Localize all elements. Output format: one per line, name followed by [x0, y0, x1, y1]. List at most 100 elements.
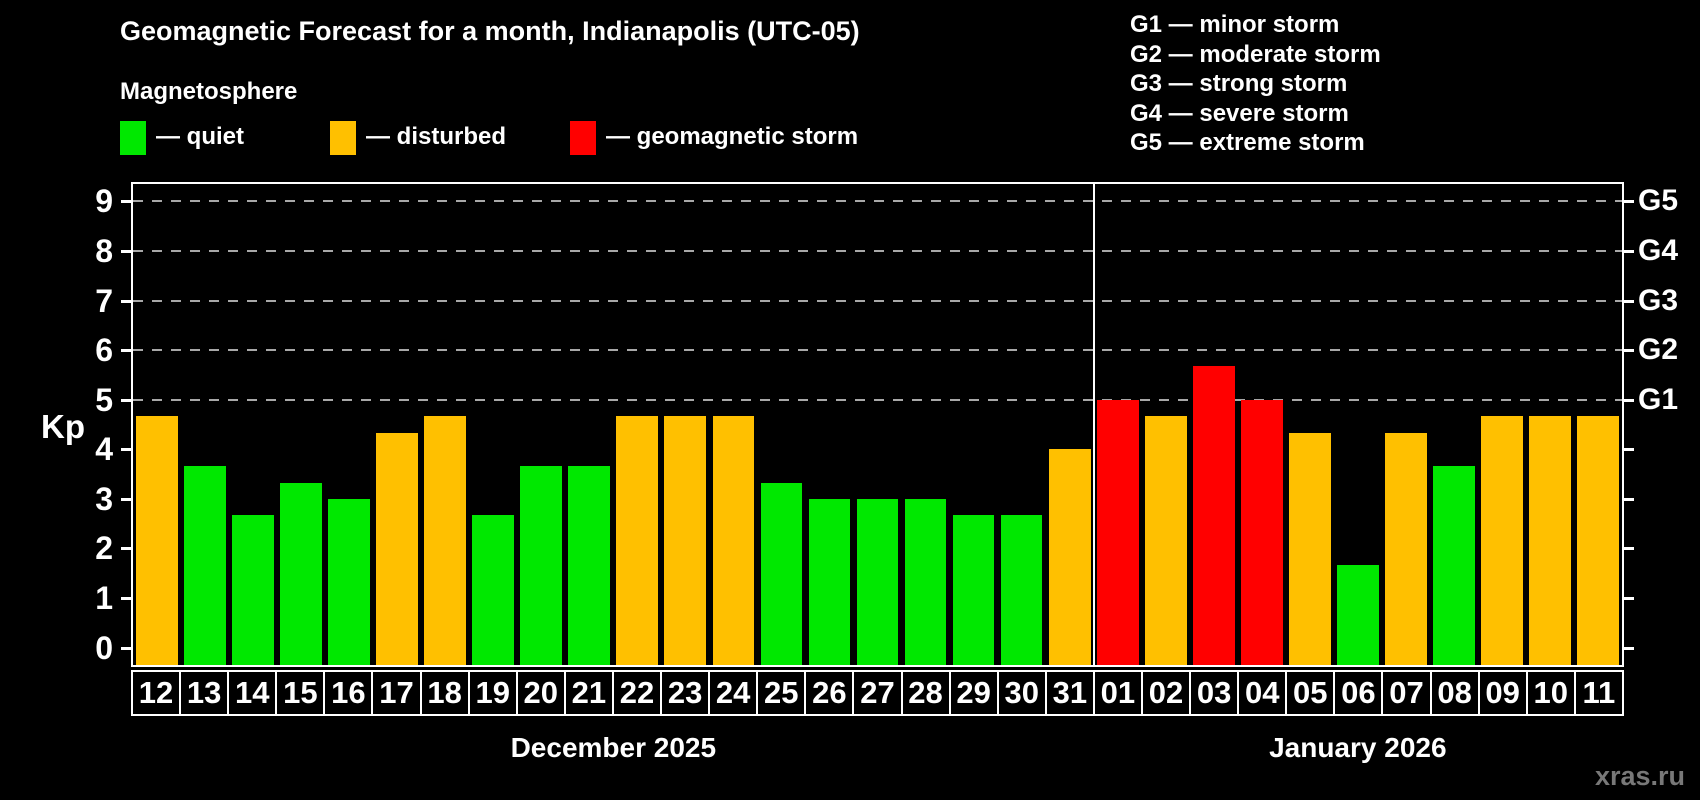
kp-bar-day-17 [376, 432, 419, 665]
left-axis-tick [121, 597, 131, 601]
right-axis-tick [1624, 299, 1634, 303]
right-axis-label-g1: G1 [1638, 382, 1679, 416]
day-label-27: 27 [852, 670, 903, 716]
storm-scale-legend-line: G5 — extreme storm [1130, 129, 1365, 156]
left-axis-tick [121, 497, 131, 501]
gridline-kp-5 [133, 398, 1622, 401]
gridline-kp-9 [133, 200, 1622, 203]
day-label-31: 31 [1044, 670, 1095, 716]
kp-bar-day-31 [1048, 449, 1091, 665]
kp-bar-day-28 [904, 498, 947, 665]
y-axis-tick-label: 4 [95, 431, 113, 468]
left-axis-tick [121, 249, 131, 253]
gridline-kp-7 [133, 299, 1622, 302]
y-axis-tick-label: 7 [95, 282, 113, 319]
kp-bar-day-14 [232, 515, 274, 665]
right-axis-tick [1624, 349, 1634, 353]
day-label-19: 19 [467, 670, 518, 716]
kp-bar-day-16 [328, 498, 371, 665]
kp-bar-day-11 [1577, 416, 1619, 665]
legend-item-label: — disturbed [366, 123, 507, 150]
right-axis-label-g3: G3 [1638, 283, 1679, 317]
day-label-23: 23 [660, 670, 711, 716]
day-label-17: 17 [371, 670, 422, 716]
kp-bar-day-25 [760, 482, 803, 665]
kp-bar-day-05 [1288, 432, 1331, 665]
day-label-05: 05 [1285, 670, 1336, 716]
kp-bar-day-02 [1144, 416, 1187, 665]
day-label-01: 01 [1092, 670, 1143, 716]
kp-bar-day-13 [184, 465, 226, 665]
kp-bar-day-30 [1000, 515, 1043, 665]
left-axis-tick [121, 646, 131, 650]
left-axis-tick [121, 448, 131, 452]
kp-bar-day-07 [1384, 432, 1427, 665]
day-label-04: 04 [1237, 670, 1288, 716]
right-axis-tick [1624, 497, 1634, 501]
kp-bar-day-19 [472, 515, 515, 665]
right-axis-tick [1624, 646, 1634, 650]
kp-bar-day-12 [136, 416, 178, 665]
quiet-color-swatch [120, 121, 146, 155]
kp-bar-day-08 [1432, 465, 1475, 665]
month-label-january: January 2026 [1269, 732, 1447, 763]
day-label-24: 24 [708, 670, 759, 716]
day-label-12: 12 [131, 670, 182, 716]
right-axis-label-g4: G4 [1638, 233, 1679, 267]
gridline-kp-6 [133, 349, 1622, 352]
kp-bar-day-22 [616, 416, 659, 665]
day-label-30: 30 [996, 670, 1047, 716]
x-axis-day-labels: 12 13 14 15 16 17 18 19 20 21 22 23 24 25 26 27 28 29 30 31… [131, 670, 1624, 716]
left-axis-tick [121, 349, 131, 353]
y-axis-title: Kp [41, 408, 85, 445]
right-axis-tick [1624, 249, 1634, 253]
month-separator-line [1092, 184, 1095, 665]
plot-area [131, 182, 1624, 667]
right-axis-tick [1624, 547, 1634, 551]
right-axis-tick [1624, 200, 1634, 204]
watermark: xras.ru [1594, 761, 1685, 791]
legend-item-label: — quiet [156, 123, 244, 150]
gridline-kp-8 [133, 249, 1622, 252]
left-axis-tick [121, 200, 131, 204]
day-label-16: 16 [323, 670, 374, 716]
magnetosphere-label: Magnetosphere [120, 78, 298, 105]
day-label-18: 18 [419, 670, 470, 716]
day-label-10: 10 [1525, 670, 1576, 716]
left-axis-tick [121, 547, 131, 551]
right-axis-label-g2: G2 [1638, 333, 1679, 367]
y-axis-tick-label: 3 [95, 480, 113, 517]
y-axis-tick-label: 6 [95, 332, 113, 369]
kp-bar-day-09 [1481, 416, 1523, 665]
day-label-11: 11 [1573, 670, 1624, 716]
left-axis-tick [121, 398, 131, 402]
day-label-02: 02 [1140, 670, 1192, 716]
kp-bar-day-03 [1192, 366, 1235, 665]
day-label-07: 07 [1381, 670, 1432, 716]
kp-bar-day-23 [664, 416, 707, 665]
kp-bar-day-26 [808, 498, 851, 665]
right-axis-tick [1624, 448, 1634, 452]
right-axis-label-g5: G5 [1638, 184, 1679, 218]
day-label-28: 28 [900, 670, 951, 716]
y-axis-tick-label: 5 [95, 381, 113, 418]
legend-item-label: — geomagnetic storm [606, 123, 859, 150]
day-label-20: 20 [515, 670, 566, 716]
day-label-09: 09 [1477, 670, 1528, 716]
y-axis-tick-label: 9 [95, 183, 113, 220]
y-axis-tick-label: 0 [95, 629, 113, 666]
y-axis-tick-label: 2 [95, 530, 113, 567]
kp-bar-day-10 [1529, 416, 1571, 665]
kp-bar-day-21 [568, 465, 611, 665]
day-label-25: 25 [756, 670, 807, 716]
day-label-14: 14 [227, 670, 278, 716]
storm-scale-legend-line: G2 — moderate storm [1130, 40, 1381, 68]
storm-scale-legend: G1 — minor storm G2 — moderate storm G3 — … [1130, 10, 1381, 158]
storm-color-swatch [570, 121, 596, 155]
day-label-29: 29 [948, 670, 999, 716]
kp-bar-day-06 [1336, 564, 1379, 665]
day-label-15: 15 [275, 670, 326, 716]
month-label-december: December 2025 [510, 732, 717, 763]
y-axis-tick-label: 8 [95, 232, 113, 269]
